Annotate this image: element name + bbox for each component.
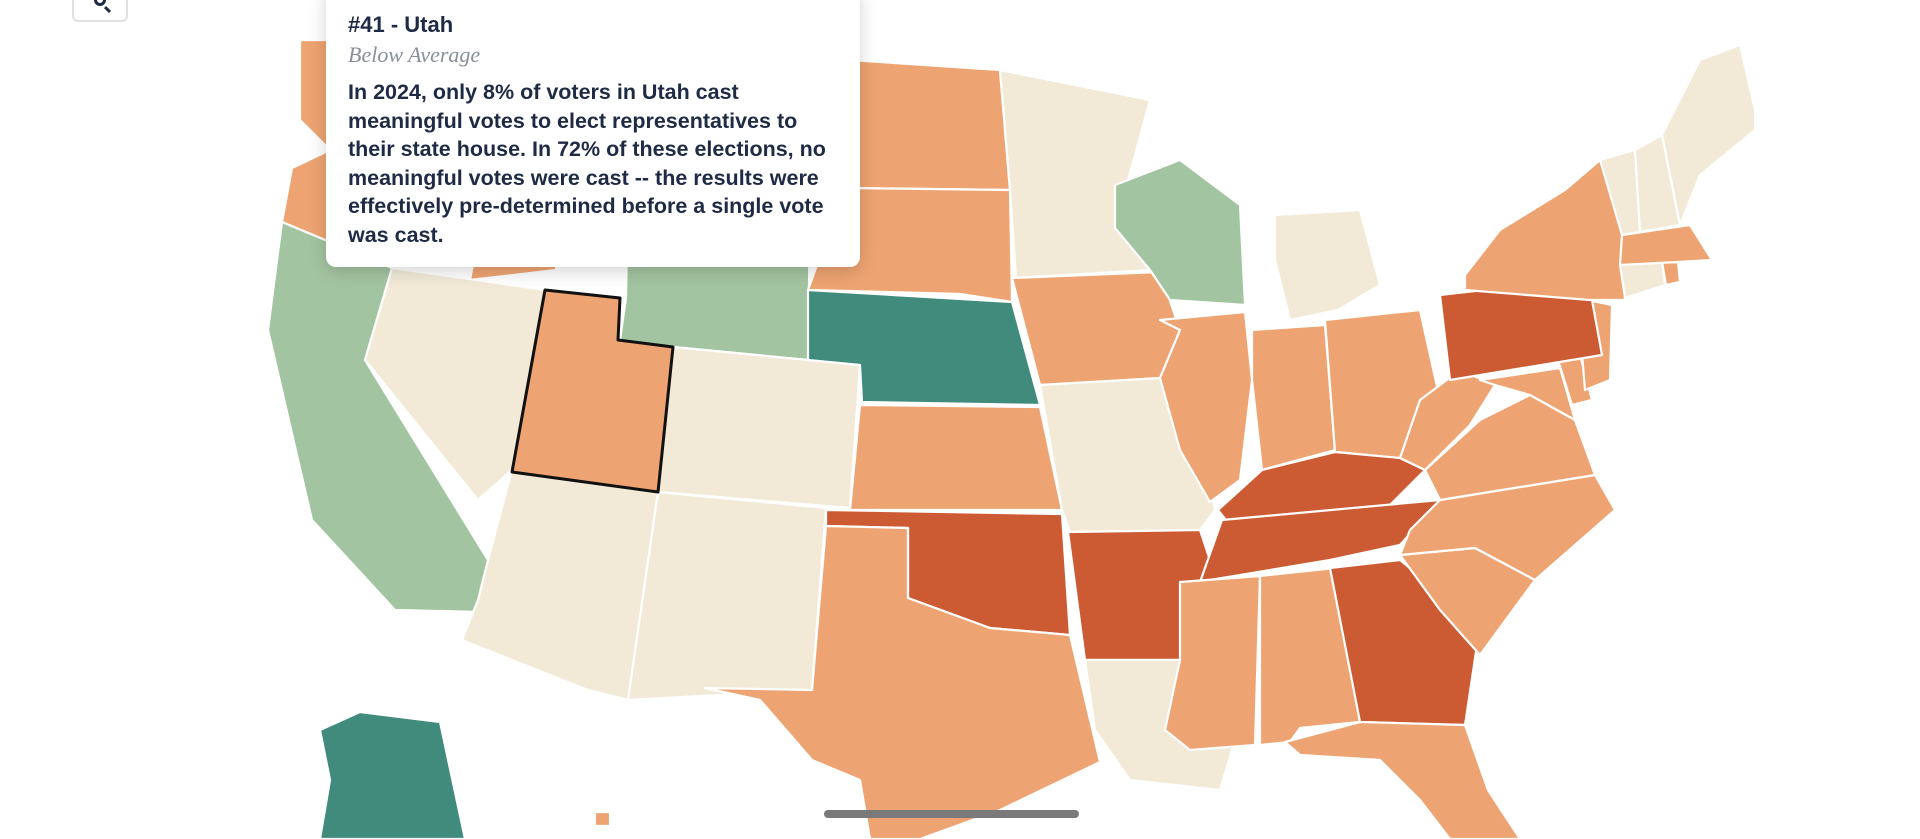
selected-layer — [510, 288, 675, 494]
state-tooltip: #41 - Utah Below Average In 2024, only 8… — [326, 0, 860, 267]
state-maryland[interactable] — [1478, 366, 1577, 422]
state-mississippi[interactable] — [1163, 574, 1262, 752]
tooltip-rating: Below Average — [348, 42, 481, 67]
state-illinois[interactable] — [1158, 310, 1254, 504]
state-florida[interactable] — [1283, 720, 1522, 839]
state-maine[interactable] — [1660, 43, 1757, 227]
state-new-mexico[interactable] — [626, 490, 828, 702]
zoom-search-button[interactable] — [72, 0, 128, 22]
state-kansas[interactable] — [848, 403, 1064, 512]
state-massachusetts[interactable] — [1618, 223, 1714, 267]
state-nebraska[interactable] — [806, 288, 1042, 407]
state-minnesota[interactable] — [998, 68, 1152, 280]
state-iowa[interactable] — [1010, 270, 1182, 387]
tooltip-body: In 2024, only 8% of voters in Utah cast … — [348, 80, 826, 247]
state-colorado[interactable] — [656, 345, 862, 510]
state-new-york[interactable] — [1463, 158, 1627, 302]
state-arizona[interactable] — [460, 468, 660, 702]
state-michigan[interactable] — [1273, 208, 1382, 322]
state-connecticut[interactable] — [1618, 260, 1667, 300]
state-hawaii[interactable] — [593, 810, 612, 828]
horizontal-scrollbar[interactable] — [824, 810, 1079, 818]
state-nevada[interactable] — [363, 266, 547, 502]
selected-state-outline[interactable] — [510, 288, 675, 494]
state-alaska[interactable] — [318, 710, 467, 839]
search-icon — [94, 0, 106, 6]
state-wisconsin[interactable] — [1113, 158, 1247, 307]
tooltip-title: #41 - Utah — [348, 12, 454, 37]
states-layer — [266, 38, 1757, 839]
state-rhode-island[interactable] — [1660, 260, 1682, 287]
state-texas[interactable] — [703, 524, 1102, 839]
state-north-dakota[interactable] — [843, 58, 1012, 192]
state-north-carolina[interactable] — [1398, 473, 1617, 582]
state-indiana[interactable] — [1250, 323, 1337, 472]
